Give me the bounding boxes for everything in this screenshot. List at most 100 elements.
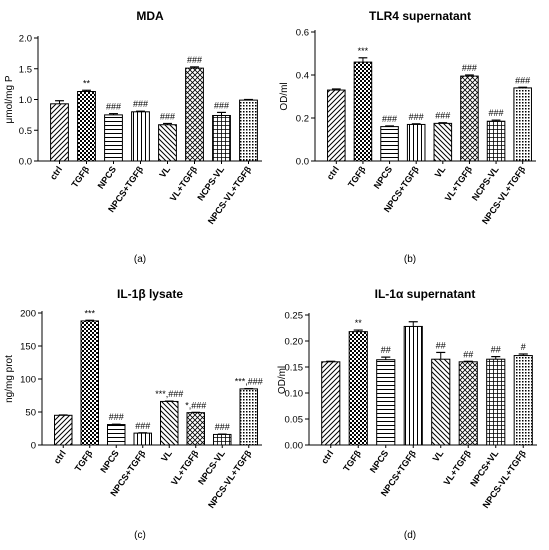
category-label: VL <box>159 448 174 464</box>
bar-1 <box>321 361 341 446</box>
y-tick-label: 0.15 <box>285 363 304 374</box>
bar-4 <box>133 432 152 446</box>
y-tick-label: 0.6 <box>296 28 309 39</box>
bar-6 <box>460 75 479 162</box>
y-tick-label: 100 <box>20 375 36 386</box>
y-tick-label: 50 <box>25 408 36 419</box>
category-label: NPCS <box>98 448 121 474</box>
significance-label: ### <box>462 63 477 73</box>
category-label: ctrl <box>52 448 68 465</box>
significance-label: ### <box>135 421 150 431</box>
bar-5 <box>158 124 177 162</box>
significance-label: ### <box>187 55 202 65</box>
significance-label: ### <box>109 412 124 422</box>
significance-label: ## <box>491 345 501 355</box>
y-tick-label: 0.0 <box>296 157 309 168</box>
bar-2 <box>353 61 373 162</box>
bar-7 <box>486 120 506 162</box>
y-tick-label: 150 <box>20 342 36 353</box>
bar-3 <box>104 114 123 162</box>
significance-label: ### <box>409 112 424 122</box>
y-tick-label: 0.4 <box>296 71 309 82</box>
category-label: NPCS <box>96 164 119 190</box>
significance-label: ### <box>133 99 148 109</box>
bar-4 <box>406 123 426 162</box>
significance-label: *** <box>358 46 369 56</box>
y-tick-label: 0.05 <box>285 415 304 426</box>
chart-title: IL-1β lysate <box>117 287 183 301</box>
panel-label: (d) <box>404 530 416 541</box>
panel-label: (c) <box>134 530 146 541</box>
category-label: TGFβ <box>73 448 95 473</box>
category-label: TGFβ <box>69 164 91 189</box>
significance-label: *,### <box>185 400 206 410</box>
bar-2 <box>77 91 96 162</box>
bar-4 <box>131 111 150 162</box>
bar-5 <box>433 122 453 162</box>
bar-6 <box>185 67 204 162</box>
bar-3 <box>107 424 126 446</box>
significance-label: ### <box>489 108 504 118</box>
bar-6 <box>186 412 205 446</box>
bar-8 <box>513 87 532 162</box>
significance-label: ** <box>83 78 91 88</box>
bar-6 <box>458 361 478 446</box>
y-tick-label: 0.5 <box>19 126 32 137</box>
significance-label: ## <box>463 349 473 359</box>
significance-label: ## <box>381 345 391 355</box>
y-tick-label: 0.2 <box>296 114 309 125</box>
y-tick-label: 0 <box>31 441 36 452</box>
bar-7 <box>486 358 506 446</box>
category-label: ctrl <box>319 448 335 465</box>
significance-label: ***,### <box>235 377 263 387</box>
chart-panel-3: IL-1β lysate ng/mg prot 0 50 100 150 200 ctrl **… <box>4 287 263 541</box>
chart-title: IL-1α supernatant <box>375 287 476 301</box>
significance-label: ### <box>160 111 175 121</box>
y-tick-label: 0.00 <box>285 441 304 452</box>
significance-label: ### <box>215 422 230 432</box>
y-axis-label: ng/mg prot <box>4 355 15 403</box>
y-tick-label: 1.0 <box>19 95 32 106</box>
bar-7 <box>212 114 231 162</box>
y-axis-label: μmol/mg P <box>4 75 15 123</box>
category-label: ctrl <box>48 164 64 181</box>
y-axis-label: OD/ml <box>279 82 290 110</box>
y-tick-label: 0.25 <box>285 311 304 322</box>
bar-1 <box>50 103 69 162</box>
category-label: VL <box>157 164 172 180</box>
category-label: VL <box>431 448 446 464</box>
bar-8 <box>239 388 258 446</box>
category-label: VL <box>433 164 448 180</box>
bar-5 <box>431 358 451 446</box>
bar-7 <box>213 433 232 446</box>
bar-1 <box>327 89 346 162</box>
y-tick-label: 2.0 <box>19 34 32 45</box>
y-tick-label: 0.20 <box>285 337 304 348</box>
bar-2 <box>80 320 99 446</box>
bar-3 <box>380 126 399 162</box>
chart-panel-2: TLR4 supernatant OD/ml 0.0 0.2 0.4 0.6 ctrl ***… <box>279 9 536 265</box>
y-tick-label: 1.5 <box>19 64 32 75</box>
category-label: NPCS <box>372 164 395 190</box>
panel-label: (b) <box>404 254 416 265</box>
y-tick-label: 0.10 <box>285 389 304 400</box>
category-label: TGFβ <box>346 164 368 189</box>
bar-5 <box>160 400 179 446</box>
y-tick-label: 0.0 <box>19 157 32 168</box>
chart-panel-4: IL-1α supernatant OD/ml 0.00 0.05 0.10 0.15 0.… <box>277 287 537 541</box>
y-tick-label: 200 <box>20 309 36 320</box>
significance-label: ### <box>515 75 530 85</box>
bar-8 <box>513 355 533 446</box>
significance-label: ### <box>214 100 229 110</box>
y-axis-label: OD/ml <box>277 366 288 394</box>
significance-label: ***,### <box>155 389 183 399</box>
category-label: NPCS <box>368 448 391 474</box>
bar-4 <box>403 325 423 446</box>
chart-panel-1: MDA μmol/mg P 0.0 0.5 1.0 1.5 2.0 ctrl ** TGFβ ###… <box>4 9 262 265</box>
panel-label: (a) <box>134 254 146 265</box>
significance-label: ## <box>436 340 446 350</box>
bar-8 <box>239 99 258 162</box>
bar-3 <box>376 359 396 446</box>
significance-label: ** <box>355 318 363 328</box>
